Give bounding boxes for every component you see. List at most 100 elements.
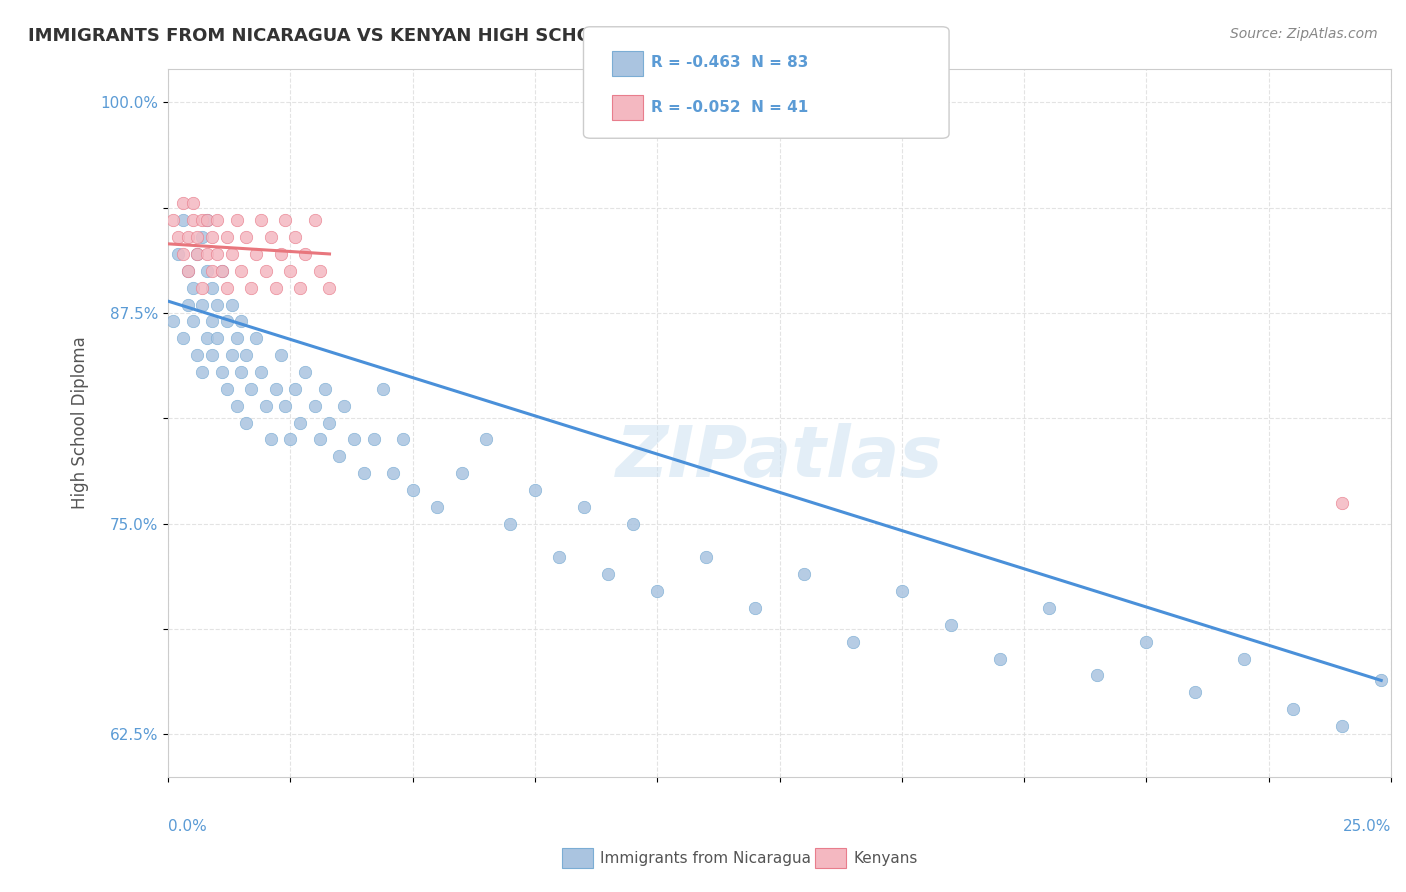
Point <box>890 584 912 599</box>
Point <box>240 280 263 294</box>
Text: 0.0%: 0.0% <box>169 819 207 834</box>
Point <box>264 382 287 396</box>
Text: Immigrants from Nicaragua: Immigrants from Nicaragua <box>600 851 811 865</box>
Point <box>191 230 214 244</box>
Point <box>240 382 263 396</box>
Point <box>1369 673 1392 688</box>
Point <box>191 365 214 379</box>
Point <box>195 213 218 227</box>
Point <box>308 433 330 447</box>
Point <box>225 399 247 413</box>
Point <box>363 433 385 447</box>
Point <box>523 483 546 497</box>
Point <box>499 516 522 531</box>
Point <box>235 416 257 430</box>
Point <box>475 433 498 447</box>
Point <box>254 399 277 413</box>
Point <box>205 331 228 345</box>
Point <box>191 297 214 311</box>
Point <box>318 280 340 294</box>
Point <box>211 264 233 278</box>
Point <box>308 264 330 278</box>
Point <box>195 213 218 227</box>
Point <box>744 601 766 615</box>
Point <box>166 230 188 244</box>
Point <box>988 651 1011 665</box>
Point <box>215 230 238 244</box>
Point <box>215 280 238 294</box>
Text: Source: ZipAtlas.com: Source: ZipAtlas.com <box>1230 27 1378 41</box>
Point <box>225 331 247 345</box>
Point <box>274 399 297 413</box>
Point <box>205 213 228 227</box>
Point <box>221 247 243 261</box>
Point <box>181 196 204 211</box>
Point <box>195 247 218 261</box>
Point <box>294 365 316 379</box>
Point <box>450 466 472 480</box>
Point <box>201 280 224 294</box>
Point <box>1184 685 1206 699</box>
Point <box>195 264 218 278</box>
Point <box>1135 634 1157 648</box>
Point <box>373 382 395 396</box>
Point <box>280 433 302 447</box>
Point <box>211 365 233 379</box>
Point <box>195 331 218 345</box>
Point <box>186 247 208 261</box>
Point <box>304 213 326 227</box>
Point <box>231 264 253 278</box>
Point <box>264 280 287 294</box>
Point <box>392 433 415 447</box>
Point <box>205 247 228 261</box>
Point <box>1233 651 1256 665</box>
Point <box>221 348 243 362</box>
Point <box>842 634 865 648</box>
Point <box>181 213 204 227</box>
Point <box>186 348 208 362</box>
Point <box>215 314 238 328</box>
Point <box>645 584 668 599</box>
Point <box>221 297 243 311</box>
Point <box>176 264 198 278</box>
Point <box>260 433 283 447</box>
Point <box>245 331 267 345</box>
Point <box>343 433 366 447</box>
Point <box>176 230 198 244</box>
Text: IMMIGRANTS FROM NICARAGUA VS KENYAN HIGH SCHOOL DIPLOMA CORRELATION CHART: IMMIGRANTS FROM NICARAGUA VS KENYAN HIGH… <box>28 27 939 45</box>
Point <box>274 213 297 227</box>
Point <box>162 213 184 227</box>
Point <box>235 348 257 362</box>
Point <box>572 500 595 514</box>
Point <box>1038 601 1060 615</box>
Point <box>176 297 198 311</box>
Point <box>172 196 194 211</box>
Point <box>186 230 208 244</box>
Point <box>939 617 962 632</box>
Point <box>598 567 620 582</box>
Text: R = -0.052  N = 41: R = -0.052 N = 41 <box>651 100 808 114</box>
Text: Kenyans: Kenyans <box>853 851 918 865</box>
Point <box>176 264 198 278</box>
Point <box>288 416 311 430</box>
Point <box>254 264 277 278</box>
Point <box>793 567 815 582</box>
Point <box>245 247 267 261</box>
Point <box>231 314 253 328</box>
Point <box>181 280 204 294</box>
Point <box>401 483 423 497</box>
Point <box>426 500 449 514</box>
Point <box>201 314 224 328</box>
Point <box>260 230 283 244</box>
Point <box>162 314 184 328</box>
Point <box>1331 496 1354 510</box>
Point <box>288 280 311 294</box>
Point <box>270 348 292 362</box>
Point <box>294 247 316 261</box>
Point <box>166 247 188 261</box>
Point <box>191 213 214 227</box>
Point <box>231 365 253 379</box>
Point <box>304 399 326 413</box>
Point <box>181 314 204 328</box>
Point <box>172 213 194 227</box>
